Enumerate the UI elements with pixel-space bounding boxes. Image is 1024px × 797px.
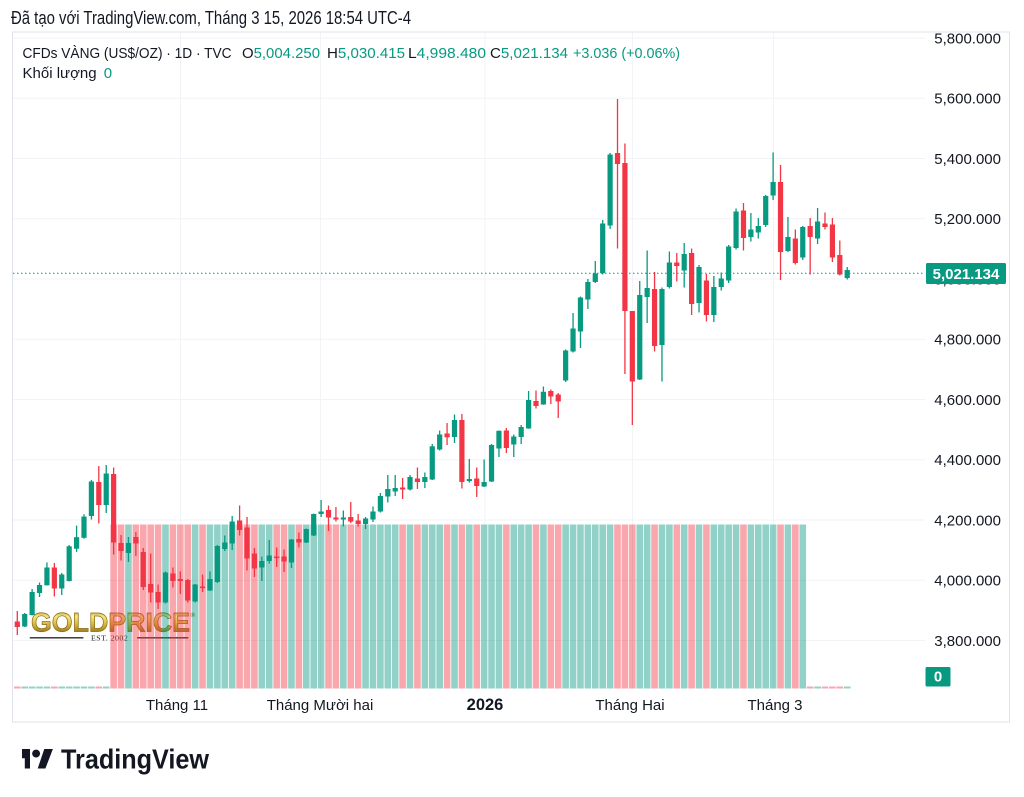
svg-text:Tháng 11: Tháng 11 — [146, 697, 208, 714]
svg-text:5,400.000: 5,400.000 — [934, 151, 1001, 168]
svg-text:Tháng Mười hai: Tháng Mười hai — [267, 697, 374, 714]
svg-text:Khối lượng 0: Khối lượng 0 — [23, 65, 113, 82]
svg-text:Tháng 3: Tháng 3 — [747, 697, 802, 714]
svg-text:4,000.000: 4,000.000 — [934, 573, 1001, 590]
svg-text:O5,004.250: O5,004.250 — [242, 45, 320, 62]
svg-text:5,200.000: 5,200.000 — [934, 211, 1001, 228]
svg-text:5,600.000: 5,600.000 — [934, 91, 1001, 108]
svg-text:4,600.000: 4,600.000 — [934, 392, 1001, 409]
svg-text:L4,998.480: L4,998.480 — [408, 45, 486, 62]
svg-text:4,200.000: 4,200.000 — [934, 512, 1001, 529]
svg-text:+3.036 (+0.06%): +3.036 (+0.06%) — [573, 45, 680, 62]
svg-text:TradingView: TradingView — [61, 744, 210, 775]
svg-text:4,400.000: 4,400.000 — [934, 452, 1001, 469]
svg-text:Tháng Hai: Tháng Hai — [595, 697, 664, 714]
svg-text:EST. 2002: EST. 2002 — [91, 633, 128, 642]
svg-text:4,800.000: 4,800.000 — [934, 332, 1001, 349]
svg-text:2026: 2026 — [467, 696, 504, 714]
svg-text:3,800.000: 3,800.000 — [934, 633, 1001, 650]
svg-text:Đã tạo với TradingView.com, Th: Đã tạo với TradingView.com, Tháng 3 15, … — [11, 8, 411, 28]
svg-text:CFDs VÀNG (US$/OZ) · 1D · TVC: CFDs VÀNG (US$/OZ) · 1D · TVC — [23, 45, 232, 62]
svg-text:5,800.000: 5,800.000 — [934, 30, 1001, 47]
svg-text:H5,030.415: H5,030.415 — [327, 45, 405, 62]
svg-text:®: ® — [191, 611, 196, 619]
svg-text:GOLDPRICE: GOLDPRICE — [31, 608, 190, 638]
svg-text:5,021.134: 5,021.134 — [933, 266, 1000, 283]
svg-text:C5,021.134: C5,021.134 — [490, 45, 568, 62]
svg-text:0: 0 — [934, 669, 942, 686]
